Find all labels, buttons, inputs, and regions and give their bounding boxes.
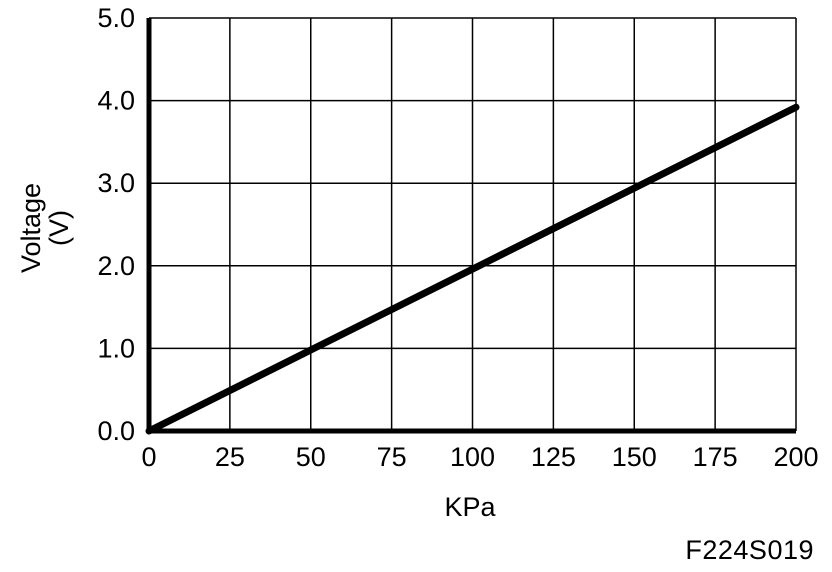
y-tick-label: 0.0 bbox=[97, 416, 135, 446]
data-series bbox=[145, 103, 800, 435]
y-tick-label: 1.0 bbox=[97, 333, 135, 363]
figure-code: F224S019 bbox=[685, 535, 814, 565]
y-tick-label: 3.0 bbox=[97, 168, 135, 198]
x-tick-label: 100 bbox=[450, 442, 495, 472]
axes bbox=[146, 18, 796, 434]
x-tick-label: 200 bbox=[773, 442, 818, 472]
x-tick-label: 175 bbox=[693, 442, 738, 472]
x-tick-label: 150 bbox=[612, 442, 657, 472]
x-tick-labels: 0 25 50 75 100 125 150 175 200 bbox=[141, 442, 818, 472]
y-axis-title: Voltage (V) bbox=[16, 183, 74, 273]
series-line-0 bbox=[145, 103, 800, 435]
x-tick-label: 125 bbox=[531, 442, 576, 472]
x-axis-title: KPa bbox=[444, 492, 496, 522]
y-tick-label: 4.0 bbox=[97, 86, 135, 116]
x-tick-label: 25 bbox=[215, 442, 245, 472]
y-tick-labels: 0.0 1.0 2.0 3.0 4.0 5.0 bbox=[97, 3, 135, 446]
y-axis-title-line2: (V) bbox=[44, 210, 74, 246]
x-tick-label: 50 bbox=[296, 442, 326, 472]
y-tick-label: 2.0 bbox=[97, 251, 135, 281]
x-tick-label: 0 bbox=[141, 442, 156, 472]
x-tick-label: 75 bbox=[377, 442, 407, 472]
grid-lines bbox=[148, 17, 797, 432]
y-tick-label: 5.0 bbox=[97, 3, 135, 33]
y-axis-title-line1: Voltage bbox=[16, 183, 46, 273]
